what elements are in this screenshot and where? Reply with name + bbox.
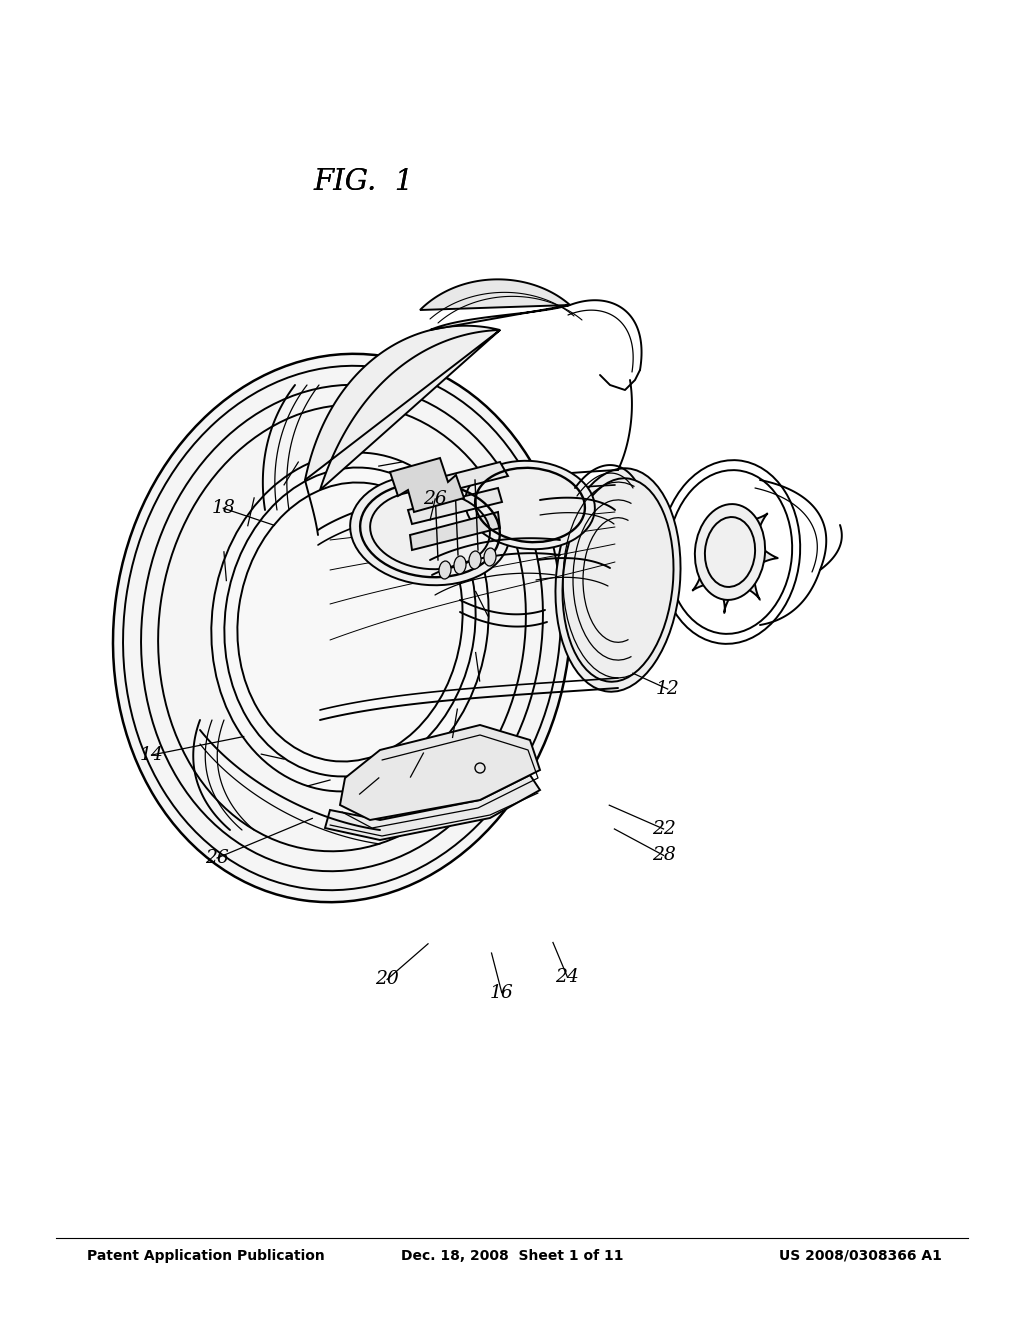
Text: 26: 26 <box>423 490 447 508</box>
Polygon shape <box>305 326 500 490</box>
Text: FIG.  1: FIG. 1 <box>313 168 414 197</box>
Text: 16: 16 <box>489 983 514 1002</box>
Polygon shape <box>745 513 768 539</box>
Text: 12: 12 <box>655 680 680 698</box>
Text: Patent Application Publication: Patent Application Publication <box>87 1249 325 1263</box>
Ellipse shape <box>113 354 571 902</box>
Polygon shape <box>692 566 715 591</box>
Polygon shape <box>410 462 508 499</box>
Polygon shape <box>720 585 736 612</box>
Text: FIG.  1: FIG. 1 <box>313 168 414 197</box>
Ellipse shape <box>454 556 466 574</box>
Polygon shape <box>408 488 502 524</box>
Polygon shape <box>740 572 760 599</box>
Ellipse shape <box>439 561 451 579</box>
Polygon shape <box>410 512 500 550</box>
Text: US 2008/0308366 A1: US 2008/0308366 A1 <box>779 1249 942 1263</box>
Ellipse shape <box>211 453 488 792</box>
Polygon shape <box>390 458 464 512</box>
Ellipse shape <box>555 469 681 692</box>
Ellipse shape <box>484 548 496 566</box>
Text: 28: 28 <box>651 846 676 865</box>
Text: 22: 22 <box>651 820 676 838</box>
Text: 14: 14 <box>139 746 164 764</box>
Text: 26: 26 <box>205 849 229 867</box>
Polygon shape <box>420 280 570 330</box>
Text: 24: 24 <box>555 968 580 986</box>
Text: 18: 18 <box>211 499 236 517</box>
Ellipse shape <box>350 475 510 585</box>
Polygon shape <box>756 544 777 565</box>
Text: 20: 20 <box>375 970 399 989</box>
Text: Dec. 18, 2008  Sheet 1 of 11: Dec. 18, 2008 Sheet 1 of 11 <box>400 1249 624 1263</box>
Polygon shape <box>325 775 540 840</box>
Polygon shape <box>340 725 540 820</box>
Ellipse shape <box>695 504 765 599</box>
Ellipse shape <box>465 461 595 549</box>
Ellipse shape <box>469 550 481 569</box>
